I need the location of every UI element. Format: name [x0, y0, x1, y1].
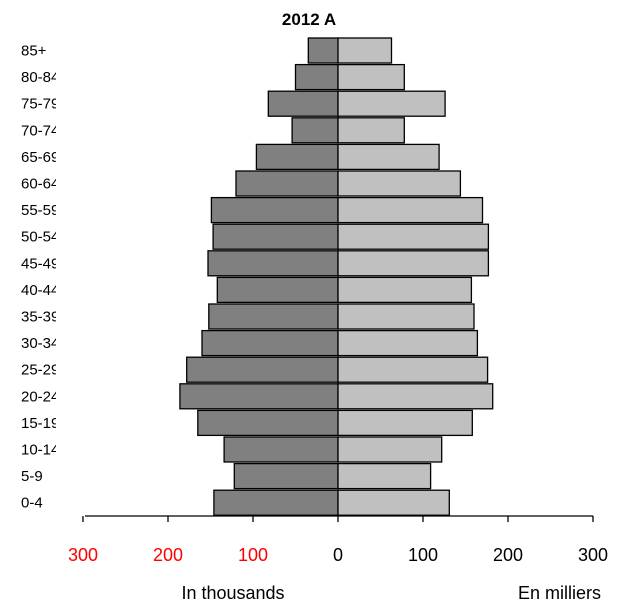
age-label-60-64: 60-64: [21, 176, 59, 193]
bar-left-80-84: [294, 63, 339, 91]
age-label-0-4: 0-4: [21, 495, 43, 512]
age-label-5-9: 5-9: [21, 468, 43, 485]
age-label-40-44: 40-44: [21, 282, 59, 299]
bar-right-25-29: [337, 356, 489, 383]
x-tick-label: 300: [578, 545, 608, 565]
bar-right-0-4: [337, 489, 450, 516]
bar-left-55-59: [210, 196, 339, 224]
bar-right-20-24: [337, 383, 494, 410]
x-tick-label: 0: [333, 545, 343, 565]
bar-left-75-79: [267, 90, 339, 117]
age-label-70-74: 70-74: [21, 122, 59, 139]
x-tick-label: 300: [68, 545, 98, 565]
bar-left-15-19: [197, 409, 339, 437]
x-tick-label: 100: [238, 545, 268, 565]
bar-left-50-54: [212, 223, 339, 250]
age-label-65-69: 65-69: [21, 149, 59, 166]
age-label-15-19: 15-19: [21, 415, 59, 432]
age-label-30-34: 30-34: [21, 335, 59, 352]
x-tick-label: 200: [493, 545, 523, 565]
bar-right-85+: [337, 37, 393, 64]
bar-right-15-19: [337, 409, 473, 437]
bar-right-60-64: [337, 170, 462, 197]
bar-right-10-14: [337, 436, 443, 463]
bar-right-80-84: [337, 63, 405, 91]
age-label-25-29: 25-29: [21, 362, 59, 379]
bar-right-55-59: [337, 196, 484, 224]
bar-left-30-34: [201, 329, 339, 357]
bar-right-70-74: [337, 117, 405, 144]
bar-right-45-49: [337, 250, 490, 277]
x-tick-label: 200: [153, 545, 183, 565]
age-label-75-79: 75-79: [21, 96, 59, 113]
age-label-80-84: 80-84: [21, 69, 59, 86]
bar-left-0-4: [213, 489, 339, 516]
age-label-20-24: 20-24: [21, 388, 59, 405]
age-label-55-59: 55-59: [21, 202, 59, 219]
x-tick-label: 100: [408, 545, 438, 565]
bar-left-5-9: [233, 462, 339, 490]
bar-right-65-69: [337, 143, 440, 171]
age-label-50-54: 50-54: [21, 229, 59, 246]
age-label-10-14: 10-14: [21, 442, 59, 459]
age-label-45-49: 45-49: [21, 255, 59, 272]
bars-group: [179, 37, 494, 516]
bar-left-20-24: [179, 383, 339, 410]
bar-left-70-74: [291, 117, 339, 144]
bar-left-35-39: [208, 303, 339, 330]
bar-left-65-69: [255, 143, 339, 171]
unit-label-left: In thousands: [181, 583, 284, 603]
bar-left-60-64: [235, 170, 339, 197]
unit-label-right: En milliers: [518, 583, 601, 603]
x-axis: 300 200 100 0 100 200 300: [68, 515, 608, 565]
bar-left-40-44: [216, 276, 339, 304]
age-labels-group: 0-4 5-9 10-14 15-19 20-24 25-29 30-34 35-39 40-4…: [21, 43, 59, 512]
bar-right-35-39: [337, 303, 475, 330]
bar-right-30-34: [337, 329, 479, 357]
age-label-85+: 85+: [21, 43, 47, 60]
bar-right-40-44: [337, 276, 473, 304]
bar-left-45-49: [207, 250, 339, 277]
bar-left-25-29: [186, 356, 339, 383]
bar-right-5-9: [337, 462, 432, 490]
chart-title: 2012 A: [282, 10, 336, 29]
bar-left-85+: [307, 37, 339, 64]
bar-right-75-79: [337, 90, 446, 117]
age-label-35-39: 35-39: [21, 309, 59, 326]
bar-left-10-14: [223, 436, 339, 463]
bar-right-50-54: [337, 223, 490, 250]
